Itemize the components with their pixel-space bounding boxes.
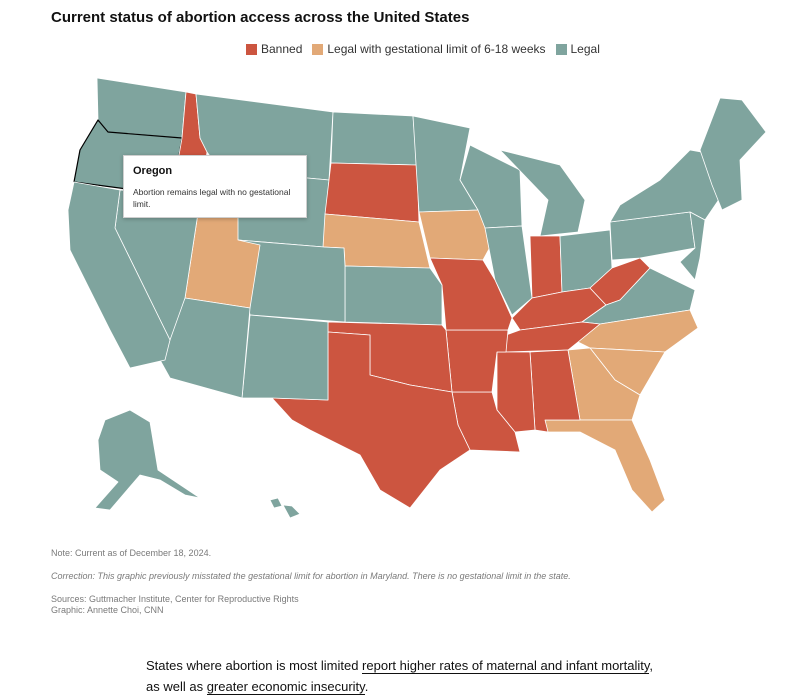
link-maternal-mortality[interactable]: report higher rates of maternal and infa…	[362, 658, 650, 674]
notes: Note: Current as of December 18, 2024. C…	[51, 548, 571, 616]
legend-swatch-limited	[312, 43, 324, 55]
caption-text-1: States where abortion is most limited	[146, 658, 363, 673]
state-florida[interactable]	[544, 419, 666, 513]
legend-item-legal: Legal	[555, 42, 600, 56]
state-new-mexico[interactable]	[241, 314, 329, 401]
state-hawaii[interactable]	[269, 497, 301, 519]
legend-swatch-legal	[555, 43, 567, 55]
state-indiana[interactable]	[529, 235, 563, 299]
state-north-dakota[interactable]	[330, 111, 418, 166]
state-mid-atlantic[interactable]	[679, 211, 706, 281]
state-kansas[interactable]	[344, 265, 443, 326]
state-california[interactable]	[67, 181, 171, 369]
note-current: Note: Current as of December 18, 2024.	[51, 548, 212, 558]
caption-text-3: as well as	[146, 679, 207, 694]
tooltip-title: Oregon	[133, 165, 173, 177]
state-washington[interactable]	[96, 77, 187, 139]
note-sources: Sources: Guttmacher Institute, Center fo…	[51, 594, 299, 604]
state-illinois[interactable]	[484, 225, 533, 316]
caption-text-4: .	[364, 679, 369, 694]
legend-swatch-banned	[246, 43, 257, 55]
chart-title: Current status of abortion access across…	[51, 9, 470, 26]
caption-text-2: ,	[649, 658, 654, 673]
note-graphic: Graphic: Annette Choi, CNN	[51, 605, 164, 615]
caption: States where abortion is most limited re…	[146, 655, 706, 697]
legend-item-banned: Banned	[246, 42, 302, 56]
state-texas[interactable]	[271, 331, 471, 509]
state-tooltip: Oregon Abortion remains legal with no ge…	[123, 155, 307, 218]
legend-label-limited: Legal with gestational limit of 6-18 wee…	[327, 42, 546, 56]
link-economic-insecurity[interactable]: greater economic insecurity	[206, 679, 365, 695]
tooltip-body: Abortion remains legal with no gestation…	[133, 187, 291, 209]
state-south-dakota[interactable]	[324, 162, 420, 223]
state-new-england[interactable]	[699, 97, 767, 211]
legend-label-legal: Legal	[570, 42, 600, 56]
legend-item-limited: Legal with gestational limit of 6-18 wee…	[312, 42, 546, 56]
state-mississippi[interactable]	[496, 351, 536, 433]
state-michigan[interactable]	[499, 149, 586, 237]
us-map	[67, 77, 767, 519]
state-missouri[interactable]	[429, 257, 513, 331]
note-correction: Correction: This graphic previously miss…	[51, 571, 571, 581]
legend: Banned Legal with gestational limit of 6…	[246, 42, 610, 56]
state-alaska[interactable]	[94, 409, 201, 511]
legend-label-banned: Banned	[261, 42, 303, 56]
